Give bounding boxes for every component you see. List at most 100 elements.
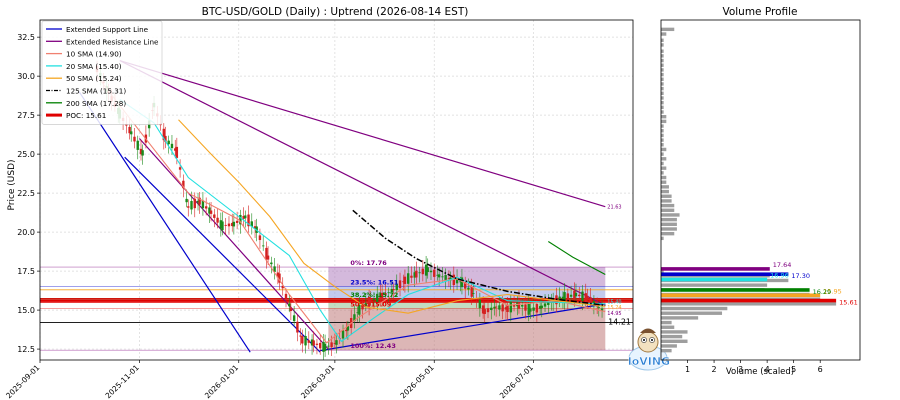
candle-body xyxy=(547,301,550,306)
candle-body xyxy=(258,235,262,241)
volume-bar xyxy=(661,43,664,47)
candle-body xyxy=(219,220,223,229)
fib-label: 50%: 15.09 xyxy=(350,301,391,309)
candle-body xyxy=(501,304,504,312)
candle-body xyxy=(395,283,398,291)
candle-body xyxy=(589,297,592,304)
candle-body xyxy=(584,293,587,302)
volume-bar xyxy=(661,110,664,114)
candle-body xyxy=(265,247,268,260)
price-annotation: 14.95 xyxy=(607,311,621,317)
candle-body xyxy=(307,340,311,343)
y-tick-label: 20.0 xyxy=(17,228,35,237)
candle-body xyxy=(247,214,250,227)
50-sma-15-24-series xyxy=(178,119,606,314)
x-tick-label: 2026-03-01 xyxy=(299,363,336,400)
volume-bar-label: 17.64 xyxy=(773,261,792,269)
candle-body xyxy=(392,289,395,291)
highlight-volume-bar xyxy=(661,277,768,282)
volume-bar xyxy=(661,54,664,58)
highlight-volume-bar xyxy=(661,288,810,292)
candle-body xyxy=(330,342,333,348)
candle-body xyxy=(244,215,247,219)
candle-body xyxy=(486,308,490,313)
candle-body xyxy=(574,292,578,297)
candle-body xyxy=(356,312,359,314)
candle-body xyxy=(403,276,407,284)
candle-body xyxy=(387,292,390,294)
candle-body xyxy=(418,272,421,274)
candle-body xyxy=(221,221,224,231)
fib-label: 23.5%: 16.51 xyxy=(350,279,398,287)
candle-body xyxy=(278,273,281,283)
candle-body xyxy=(190,200,193,210)
legend-entry-label: 10 SMA (14.90) xyxy=(66,50,122,59)
volume-bar xyxy=(661,213,680,217)
volume-bar xyxy=(661,49,664,53)
candle-body xyxy=(433,269,436,277)
extended-support-line-series xyxy=(124,156,321,353)
candle-body xyxy=(581,291,584,302)
legend: Extended Support Line Extended Resistance… xyxy=(41,20,163,125)
legend-entry-label: Extended Resistance Line xyxy=(66,37,159,46)
candle-body xyxy=(175,146,179,158)
volume-bar xyxy=(661,91,664,96)
volume-bar xyxy=(661,222,677,227)
candle-body xyxy=(213,214,216,218)
candle-body xyxy=(402,281,405,283)
candle-body xyxy=(341,330,345,339)
candle-body xyxy=(178,167,182,170)
candle-body xyxy=(139,148,143,155)
volume-bar xyxy=(661,217,677,222)
volume-bar-label: 17.30 xyxy=(791,272,810,280)
volume-bar xyxy=(661,344,677,348)
candle-body xyxy=(421,268,425,275)
candle-body xyxy=(231,222,234,227)
volume-bar xyxy=(661,166,667,170)
candle-body xyxy=(384,293,387,296)
volume-plot-frame xyxy=(660,19,861,361)
y-tick-label: 30.0 xyxy=(17,72,35,81)
candle-body xyxy=(273,266,276,272)
candle-body xyxy=(563,292,566,303)
candle-body xyxy=(493,306,496,309)
volume-bar xyxy=(661,175,667,180)
volume-bar-label: 16.29 xyxy=(813,288,832,296)
volume-bar xyxy=(661,152,664,156)
candle-body xyxy=(162,128,166,141)
volume-bar xyxy=(661,82,664,86)
candle-body xyxy=(239,214,242,225)
volume-bar xyxy=(661,77,664,81)
candle-body xyxy=(301,336,304,344)
volume-bar xyxy=(661,119,667,124)
candle-body xyxy=(436,274,439,276)
candle-body xyxy=(232,221,236,227)
candle-body xyxy=(159,124,162,126)
price-y-label: Price (USD) xyxy=(7,159,17,210)
volume-bar xyxy=(661,325,675,329)
candle-body xyxy=(167,140,170,145)
volume-bar xyxy=(661,283,768,287)
candle-body xyxy=(128,126,131,134)
price-annotation: 14.21 xyxy=(608,317,631,326)
y-tick-label: 25.0 xyxy=(17,150,35,159)
candle-body xyxy=(133,136,136,142)
125-sma-15-31-series xyxy=(352,209,606,307)
volume-bar xyxy=(661,129,664,133)
y-tick-label: 22.5 xyxy=(17,189,35,198)
candle-body xyxy=(310,339,314,346)
candle-body xyxy=(235,220,239,223)
candle-body xyxy=(540,305,543,309)
volume-bar-label: 15.61 xyxy=(839,299,858,307)
volume-bar xyxy=(661,339,688,343)
candle-body xyxy=(447,278,451,279)
candle-body xyxy=(312,340,315,346)
legend-entry-label: 200 SMA (17.28) xyxy=(66,99,126,108)
candle-body xyxy=(441,276,444,278)
volume-bar xyxy=(661,38,664,42)
volume-x-tick-label: 1 xyxy=(685,365,690,374)
candle-body xyxy=(319,342,322,349)
candle-body xyxy=(521,305,524,307)
candle-body xyxy=(281,285,284,289)
